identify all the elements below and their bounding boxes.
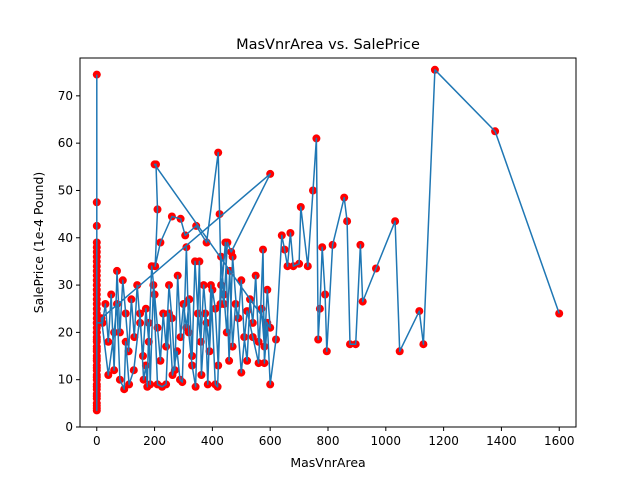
y-tick-label: 70 <box>58 89 73 103</box>
x-tick-label: 600 <box>259 434 282 448</box>
y-tick-label: 60 <box>58 136 73 150</box>
x-tick-label: 800 <box>317 434 340 448</box>
x-tick-label: 400 <box>201 434 224 448</box>
series-line <box>96 69 560 412</box>
y-axis-label: SalePrice (1e-4 Pound) <box>31 172 46 314</box>
y-tick-label: 10 <box>58 373 73 387</box>
x-tick-label: 200 <box>143 434 166 448</box>
y-tick-label: 50 <box>58 183 73 197</box>
x-tick-label: 1000 <box>371 434 402 448</box>
x-tick-label: 0 <box>93 434 101 448</box>
x-axis-label: MasVnrArea <box>290 455 365 470</box>
y-tick-label: 0 <box>65 420 73 434</box>
x-tick-label: 1600 <box>544 434 575 448</box>
ticks-layer: 0 200 400 600 800 1000 1200 1400 1600 0 10 20 30 40 50… <box>58 89 575 448</box>
chart-title: MasVnrArea vs. SalePrice <box>236 37 420 53</box>
x-tick-label: 1200 <box>428 434 459 448</box>
y-tick-label: 30 <box>58 278 73 292</box>
plot-layer <box>92 65 564 415</box>
y-tick-label: 20 <box>58 325 73 339</box>
x-tick-label: 1400 <box>486 434 517 448</box>
y-tick-label: 40 <box>58 231 73 245</box>
